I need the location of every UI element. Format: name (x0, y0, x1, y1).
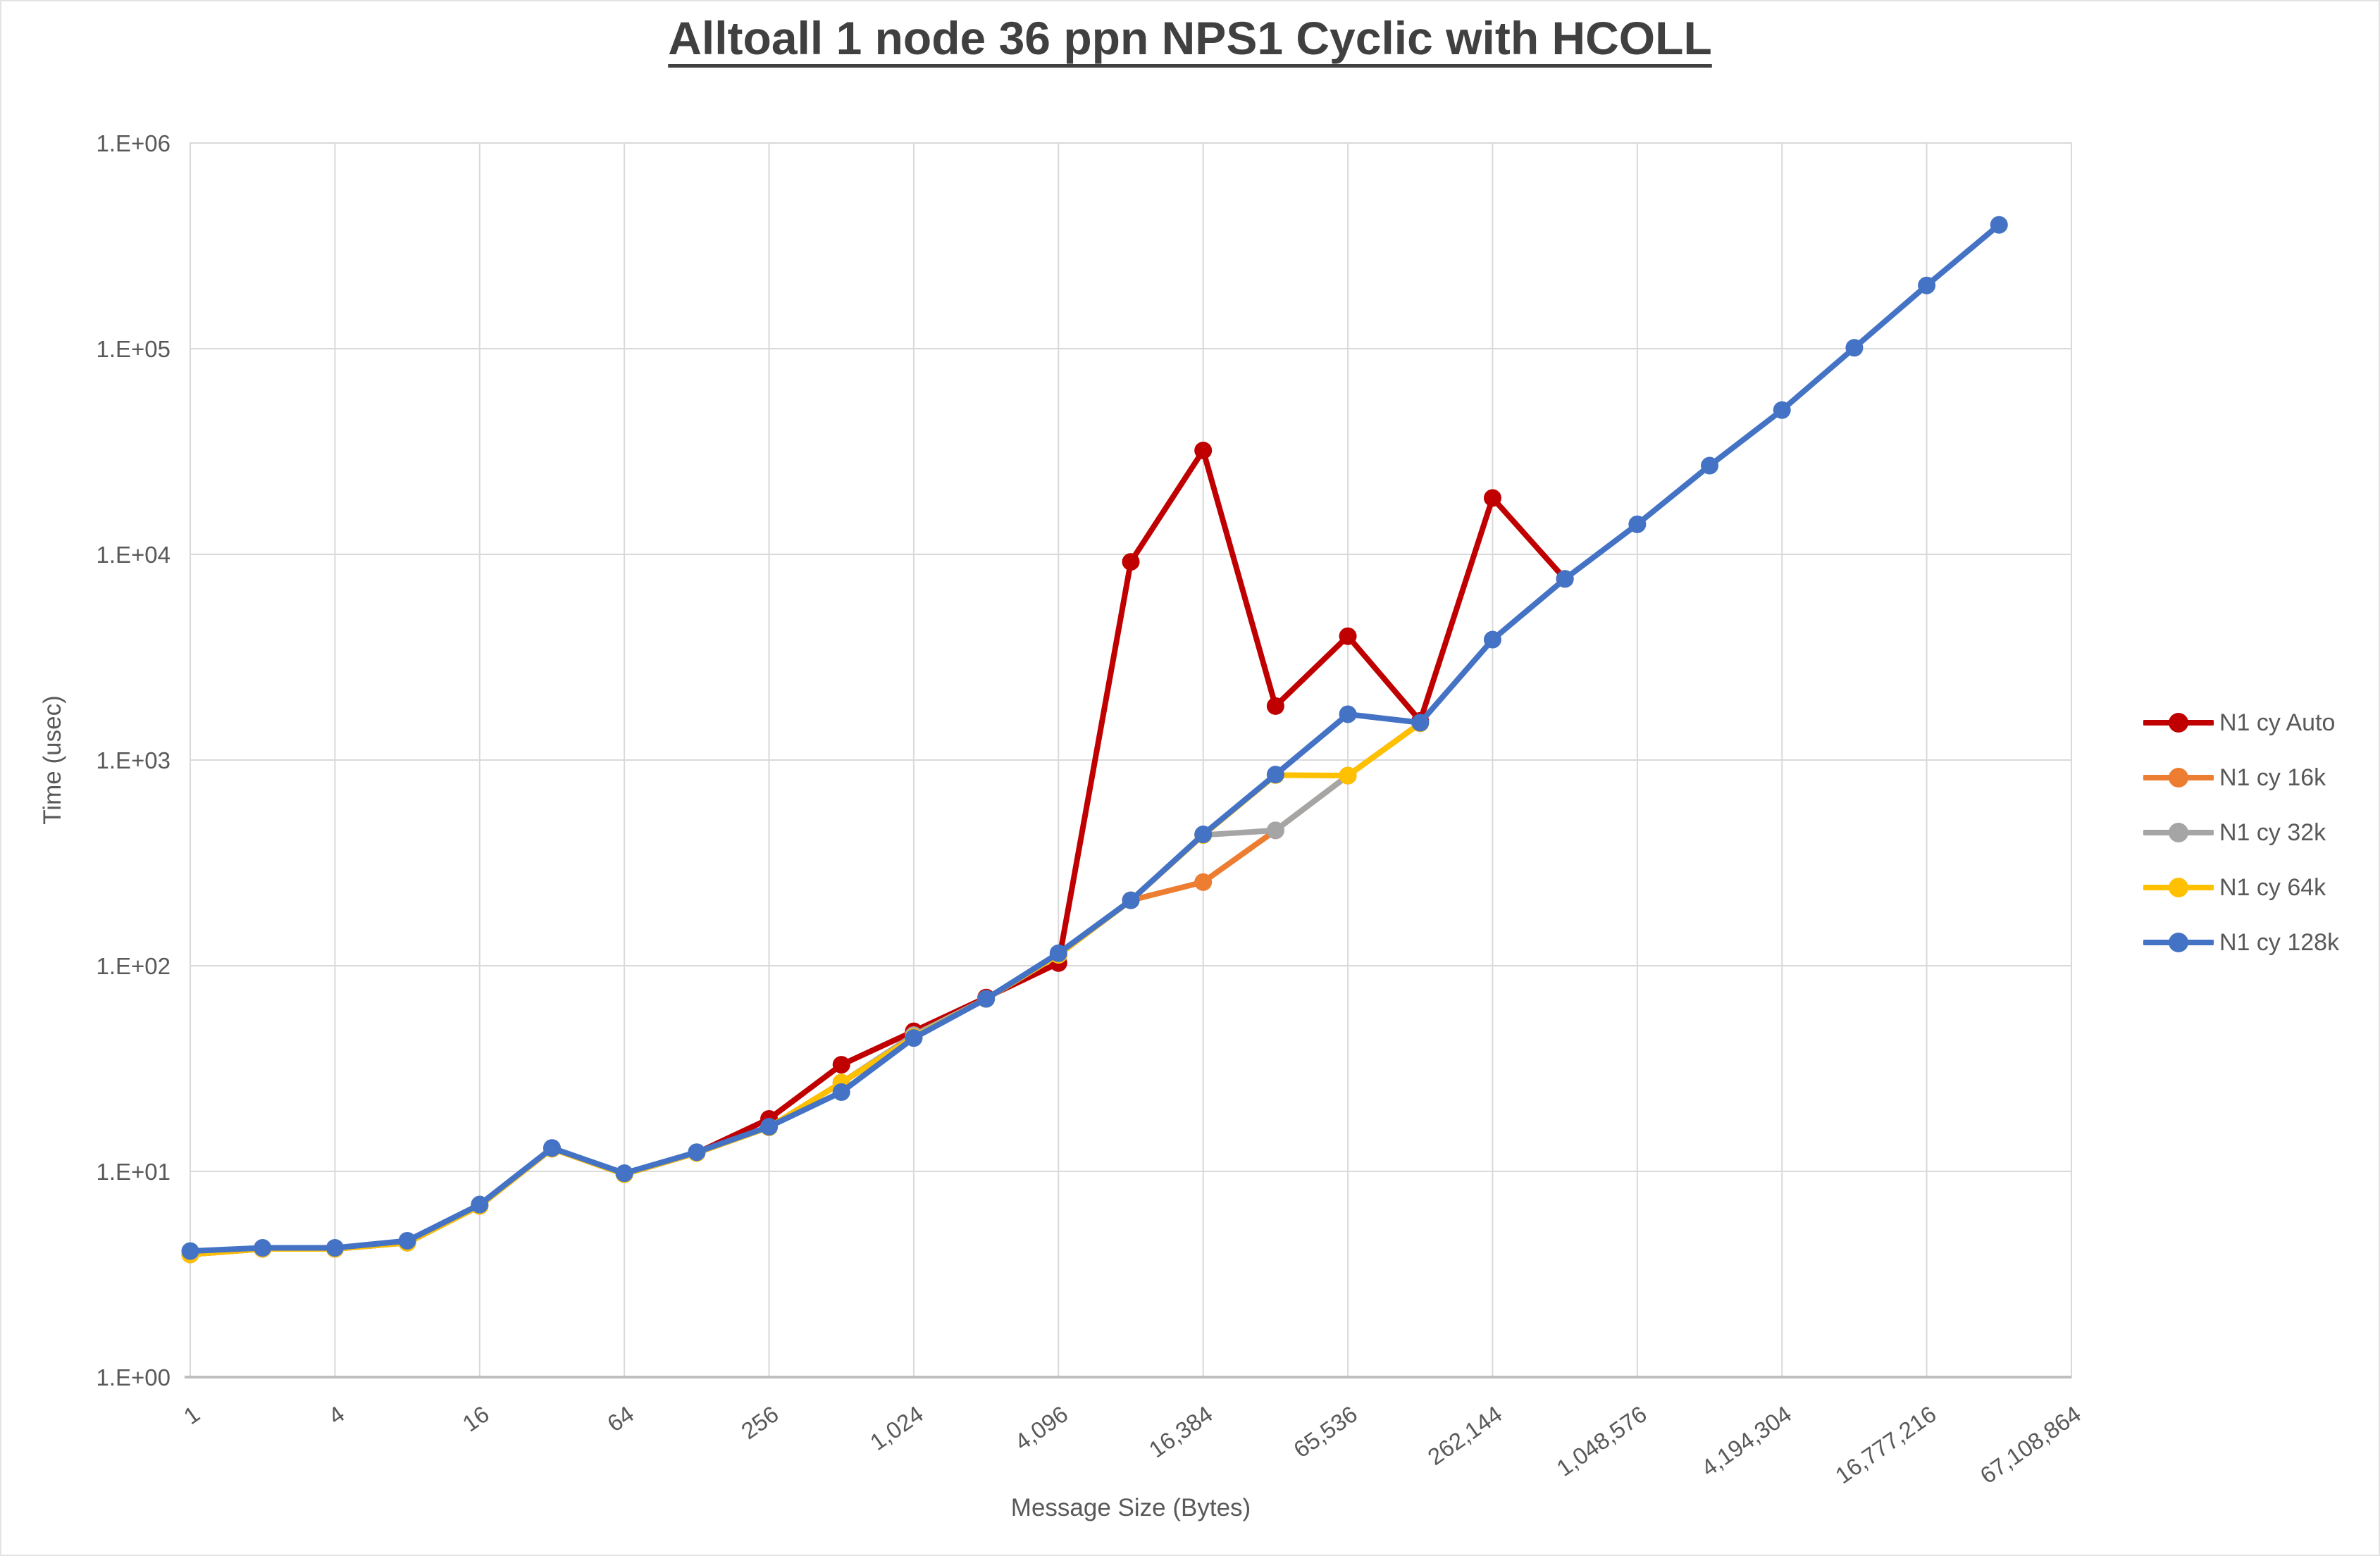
x-tick-label: 16 (457, 1400, 493, 1436)
data-point-N1-cy-128k (760, 1117, 779, 1135)
legend-swatch-icon (2143, 768, 2214, 788)
series-line-N1-cy-16k (187, 720, 1423, 1257)
data-point-N1-cy-64k (1339, 766, 1357, 785)
x-tick-label: 262,144 (1423, 1400, 1507, 1470)
data-point-N1-cy-128k (977, 990, 996, 1008)
legend: N1 cy Auto N1 cy 16k N1 cy 32k N1 cy 64k N1 … (2143, 709, 2340, 956)
data-point-N1-cy-128k (1918, 276, 1936, 294)
series-line-N1-cy-32k (187, 720, 1423, 1257)
legend-label: N1 cy 128k (2219, 928, 2340, 956)
data-point-N1-cy-Auto (832, 1056, 850, 1074)
legend-item: N1 cy Auto (2143, 709, 2339, 736)
x-tick-label: 1,024 (865, 1400, 928, 1455)
x-tick-label: 1 (179, 1400, 204, 1429)
data-point-N1-cy-32k (1266, 821, 1284, 840)
data-point-N1-cy-128k (1339, 705, 1357, 723)
y-tick-label: 1.E+05 (96, 336, 171, 362)
legend-label: N1 cy 16k (2219, 764, 2326, 791)
data-point-N1-cy-Auto (1194, 441, 1213, 459)
data-point-N1-cy-128k (1556, 570, 1574, 588)
x-tick-label: 1,048,576 (1551, 1400, 1651, 1481)
data-point-N1-cy-128k (471, 1195, 489, 1214)
data-point-N1-cy-128k (181, 1242, 199, 1260)
data-point-N1-cy-128k (832, 1083, 850, 1101)
legend-swatch-icon (2143, 713, 2214, 733)
data-point-N1-cy-128k (1773, 401, 1791, 419)
y-tick-label: 1.E+06 (96, 130, 171, 156)
data-point-N1-cy-128k (1122, 891, 1140, 909)
data-point-N1-cy-128k (1266, 766, 1284, 784)
series-line-N1-cy-Auto (187, 447, 1568, 1257)
y-tick-label: 1.E+04 (96, 542, 171, 568)
legend-swatch-icon (2143, 823, 2214, 842)
x-tick-label: 4,096 (1010, 1400, 1072, 1455)
x-tick-label: 16,384 (1144, 1400, 1217, 1462)
legend-label: N1 cy Auto (2219, 709, 2336, 736)
x-tick-label: 4,194,304 (1697, 1400, 1796, 1481)
data-point-N1-cy-Auto (1266, 697, 1284, 715)
legend-label: N1 cy 64k (2219, 873, 2326, 901)
y-tick-label: 1.E+00 (96, 1364, 171, 1390)
x-tick-label: 4 (323, 1400, 349, 1429)
data-point-N1-cy-128k (1628, 515, 1647, 533)
data-point-N1-cy-128k (688, 1143, 706, 1162)
data-point-N1-cy-128k (1845, 339, 1864, 357)
data-point-N1-cy-Auto (1483, 489, 1501, 507)
data-point-N1-cy-128k (905, 1029, 923, 1047)
legend-swatch-icon (2143, 933, 2214, 952)
data-point-N1-cy-16k (1194, 873, 1213, 891)
x-axis-title: Message Size (Bytes) (1011, 1494, 1251, 1521)
series-line-N1-cy-64k (187, 720, 1423, 1257)
x-tick-label: 67,108,864 (1975, 1400, 2085, 1488)
y-tick-label: 1.E+02 (96, 953, 171, 979)
legend-item: N1 cy 32k (2143, 819, 2339, 846)
data-point-N1-cy-128k (254, 1239, 272, 1257)
legend-label: N1 cy 32k (2219, 819, 2326, 846)
data-point-N1-cy-128k (326, 1239, 344, 1257)
x-tick-label: 64 (602, 1400, 638, 1436)
data-point-N1-cy-Auto (1339, 627, 1357, 645)
chart-title: Alltoall 1 node 36 ppn NPS1 Cyclic with … (668, 12, 1712, 64)
data-point-N1-cy-Auto (1122, 553, 1140, 571)
x-tick-label: 65,536 (1289, 1400, 1362, 1462)
legend-item: N1 cy 16k (2143, 764, 2339, 791)
data-point-N1-cy-128k (1483, 630, 1501, 649)
data-point-N1-cy-128k (1411, 714, 1430, 732)
data-point-N1-cy-128k (1194, 826, 1213, 844)
y-tick-label: 1.E+01 (96, 1159, 171, 1185)
data-point-N1-cy-128k (398, 1231, 416, 1250)
x-tick-label: 256 (736, 1400, 783, 1444)
legend-swatch-icon (2143, 878, 2214, 897)
x-tick-label: 16,777,216 (1830, 1400, 1941, 1488)
data-point-N1-cy-128k (1049, 944, 1067, 962)
y-axis-title: Time (usec) (39, 695, 66, 824)
data-point-N1-cy-128k (543, 1139, 561, 1157)
legend-item: N1 cy 64k (2143, 873, 2339, 901)
data-point-N1-cy-128k (615, 1164, 633, 1183)
legend-item: N1 cy 128k (2143, 928, 2340, 956)
series-line-N1-cy-128k (187, 222, 2002, 1255)
data-point-N1-cy-128k (1990, 216, 2008, 234)
data-point-N1-cy-128k (1701, 456, 1719, 475)
y-tick-label: 1.E+03 (96, 747, 171, 773)
